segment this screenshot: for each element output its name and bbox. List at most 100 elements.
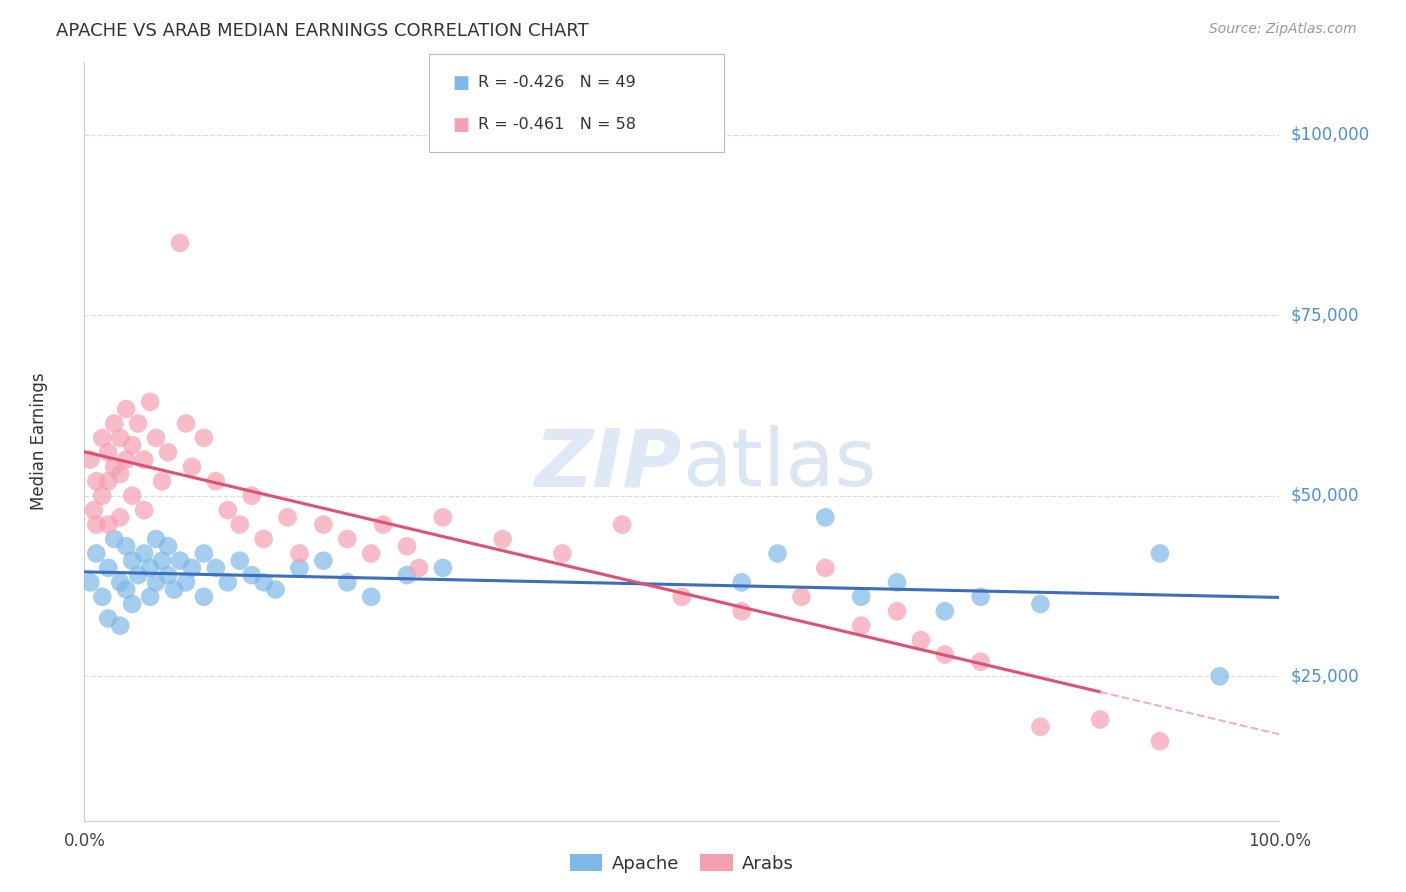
Point <box>127 417 149 431</box>
Point <box>731 604 754 618</box>
Point <box>934 648 956 662</box>
Point <box>115 452 138 467</box>
Point <box>145 532 167 546</box>
Point <box>288 546 311 560</box>
Text: ■: ■ <box>453 74 470 92</box>
Point <box>205 475 228 489</box>
Point <box>229 517 252 532</box>
Text: APACHE VS ARAB MEDIAN EARNINGS CORRELATION CHART: APACHE VS ARAB MEDIAN EARNINGS CORRELATI… <box>56 22 589 40</box>
Point <box>110 575 132 590</box>
Point <box>169 554 191 568</box>
Point <box>115 582 138 597</box>
Point <box>121 438 143 452</box>
Point <box>264 582 287 597</box>
Text: $25,000: $25,000 <box>1291 667 1360 685</box>
Point <box>139 394 162 409</box>
Point <box>408 561 430 575</box>
Point <box>83 503 105 517</box>
Point <box>132 546 156 560</box>
Point <box>373 517 395 532</box>
Point <box>612 517 634 532</box>
Text: $75,000: $75,000 <box>1291 306 1360 324</box>
Text: $50,000: $50,000 <box>1291 487 1360 505</box>
Point <box>145 431 167 445</box>
Point <box>181 561 204 575</box>
Point <box>121 554 143 568</box>
Point <box>790 590 813 604</box>
Point <box>240 568 263 582</box>
Point <box>103 417 125 431</box>
Point <box>110 618 132 632</box>
Point <box>253 532 276 546</box>
Point <box>157 539 180 553</box>
Point <box>396 568 419 582</box>
Point <box>127 568 149 582</box>
Point <box>110 431 132 445</box>
Point <box>731 575 754 590</box>
Point <box>139 590 162 604</box>
Point <box>934 604 956 618</box>
Point <box>360 590 382 604</box>
Point <box>492 532 515 546</box>
Text: Median Earnings: Median Earnings <box>30 373 48 510</box>
Point <box>91 590 114 604</box>
Point <box>174 417 197 431</box>
Point <box>115 402 138 417</box>
Point <box>396 539 419 553</box>
Point <box>671 590 693 604</box>
Text: R = -0.426   N = 49: R = -0.426 N = 49 <box>478 76 636 90</box>
Text: ZIP: ZIP <box>534 425 682 503</box>
Text: Source: ZipAtlas.com: Source: ZipAtlas.com <box>1209 22 1357 37</box>
Point <box>150 554 173 568</box>
Point <box>97 475 120 489</box>
Point <box>110 510 132 524</box>
Point <box>86 546 108 560</box>
Legend: Apache, Arabs: Apache, Arabs <box>562 847 801 880</box>
Point <box>336 532 359 546</box>
Point <box>814 561 837 575</box>
Point <box>193 431 215 445</box>
Point <box>851 618 873 632</box>
Point <box>970 590 993 604</box>
Point <box>110 467 132 481</box>
Point <box>312 517 335 532</box>
Point <box>851 590 873 604</box>
Point <box>86 475 108 489</box>
Point <box>229 554 252 568</box>
Point <box>360 546 382 560</box>
Point <box>1149 734 1171 748</box>
Point <box>193 546 215 560</box>
Point <box>551 546 574 560</box>
Point <box>103 459 125 474</box>
Point <box>150 475 173 489</box>
Point <box>97 517 120 532</box>
Point <box>970 655 993 669</box>
Text: ■: ■ <box>453 116 470 134</box>
Point <box>1029 597 1052 611</box>
Point <box>145 575 167 590</box>
Point <box>86 517 108 532</box>
Point <box>886 604 908 618</box>
Point <box>432 510 454 524</box>
Point <box>132 503 156 517</box>
Text: atlas: atlas <box>682 425 876 503</box>
Point <box>115 539 138 553</box>
Point <box>336 575 359 590</box>
Point <box>217 503 239 517</box>
Point <box>288 561 311 575</box>
Point <box>1149 546 1171 560</box>
Point <box>312 554 335 568</box>
Point <box>157 445 180 459</box>
Point <box>432 561 454 575</box>
Point <box>91 431 114 445</box>
Point <box>910 633 932 648</box>
Point <box>91 489 114 503</box>
Point <box>193 590 215 604</box>
Point <box>240 489 263 503</box>
Point <box>132 452 156 467</box>
Point <box>97 445 120 459</box>
Point <box>205 561 228 575</box>
Point <box>157 568 180 582</box>
Point <box>79 575 101 590</box>
Point <box>814 510 837 524</box>
